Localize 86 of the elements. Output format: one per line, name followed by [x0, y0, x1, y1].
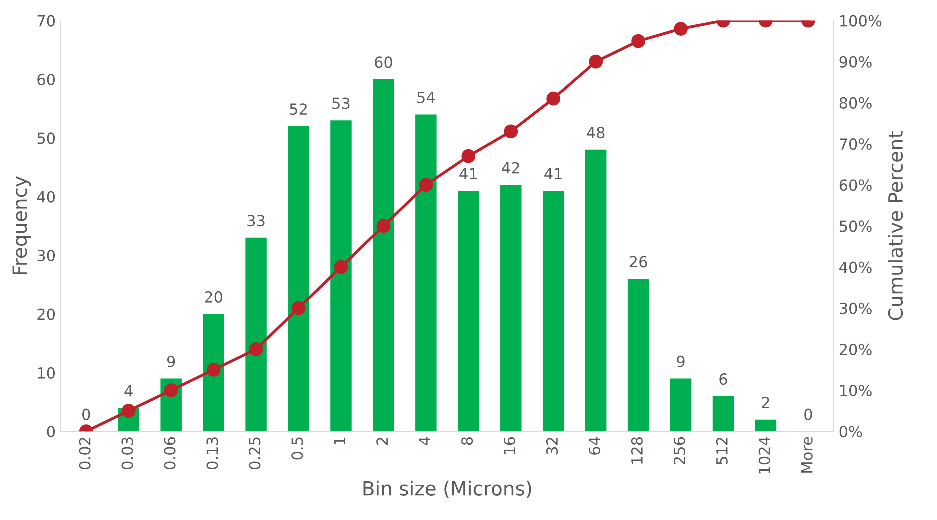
data-label: 4 — [124, 385, 133, 397]
bar — [288, 126, 310, 432]
bar — [458, 190, 480, 432]
x-tick-label: More — [802, 437, 813, 473]
data-label: 6 — [720, 374, 728, 386]
x-tick-label: 4 — [419, 437, 430, 446]
data-label: 33 — [248, 215, 265, 227]
bar — [373, 79, 394, 432]
data-label: 2 — [762, 397, 770, 408]
data-label: 0 — [82, 408, 90, 420]
data-label: 54 — [418, 92, 436, 104]
x-tick-label: 128 — [631, 438, 643, 464]
y2-tick-label: 10% — [840, 384, 872, 397]
y-tick-label: 50 — [38, 132, 56, 144]
data-label: 48 — [587, 127, 605, 139]
data-label: 9 — [677, 356, 685, 368]
x-tick-label: 0.25 — [249, 438, 261, 470]
x-tick-label: 32 — [546, 438, 558, 455]
y2-tick-label: 50% — [840, 220, 872, 232]
x-tick-label: 256 — [674, 437, 686, 465]
y-tick-label: 30 — [38, 250, 56, 262]
x-tick-label: 1 — [334, 438, 346, 445]
x-tick-label: 2 — [376, 438, 388, 446]
y2-tick-label: 100% — [840, 15, 882, 27]
data-label: 41 — [460, 168, 477, 180]
y2-tick-label: 30% — [840, 302, 872, 314]
y-tick-label: 60 — [38, 74, 56, 86]
point — [504, 124, 518, 139]
point — [589, 54, 604, 69]
point — [632, 34, 646, 48]
data-label: 20 — [205, 291, 223, 303]
x-tick-label: 16 — [504, 437, 516, 454]
x-tick-label: 1024 — [758, 437, 770, 474]
y2-tick-label: 40% — [840, 262, 872, 274]
point — [419, 178, 434, 192]
y2-tick-label: 20% — [840, 344, 872, 356]
x-tick-label: 0.13 — [206, 438, 218, 470]
y-tick-label: 0 — [47, 426, 56, 438]
bar — [755, 420, 777, 432]
y-tick-label: 20 — [38, 308, 56, 320]
point — [292, 301, 306, 316]
data-label: 60 — [375, 56, 392, 68]
bar — [203, 314, 224, 432]
data-label: 9 — [167, 356, 176, 368]
point — [249, 342, 264, 356]
data-label: 42 — [502, 162, 520, 174]
y2-tick-label: 0% — [840, 426, 862, 438]
bar — [416, 114, 437, 432]
bar — [500, 185, 522, 432]
point — [206, 363, 221, 377]
point — [546, 92, 561, 106]
bar — [712, 396, 734, 432]
bar — [330, 120, 352, 432]
data-label: 53 — [332, 98, 350, 110]
y-axis-title: Frequency — [12, 176, 32, 275]
bar — [670, 378, 692, 432]
bar — [628, 279, 650, 432]
y2-tick-label: 80% — [840, 97, 872, 109]
y2-tick-label: 70% — [840, 138, 872, 150]
y-tick-label: 70 — [38, 15, 56, 27]
bar — [585, 150, 607, 432]
point — [122, 404, 136, 418]
point — [376, 219, 391, 234]
x-tick-label: 0.02 — [79, 438, 91, 470]
x-tick-label: 0.5 — [292, 438, 304, 460]
bar — [542, 190, 564, 432]
x-tick-label: 512 — [716, 438, 728, 464]
y-tick-label: 40 — [37, 191, 56, 203]
bar — [246, 238, 267, 432]
point — [462, 149, 476, 164]
point — [164, 384, 178, 398]
x-tick-label: 64 — [588, 437, 601, 455]
x-tick-label: 0.03 — [122, 438, 134, 470]
y2-tick-label: 60% — [840, 180, 872, 192]
data-label: 0 — [804, 408, 812, 420]
data-label: 52 — [290, 104, 307, 116]
y2-tick-label: 90% — [840, 56, 872, 68]
data-label: 41 — [544, 168, 562, 180]
data-label: 26 — [630, 256, 648, 268]
x-tick-label: 8 — [462, 438, 474, 446]
y-tick-label: 10 — [38, 367, 56, 379]
x-axis-title: Bin size (Microns) — [364, 480, 532, 498]
x-tick-label: 0.06 — [164, 437, 176, 470]
y2-axis-title: Cumulative Percent — [888, 132, 904, 320]
point — [674, 22, 688, 36]
point — [334, 260, 348, 274]
